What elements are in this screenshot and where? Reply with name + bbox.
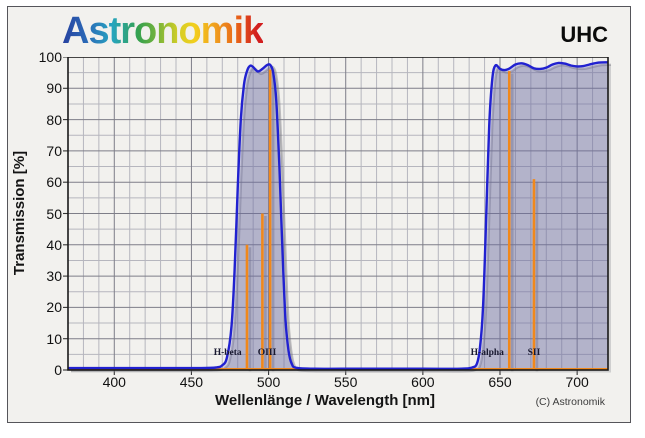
y-tick-label: 70 [46, 142, 62, 159]
x-tick-label: 600 [411, 374, 435, 390]
y-tick-label: 50 [46, 205, 62, 222]
x-axis-title: Wellenlänge / Wavelength [nm] [214, 392, 436, 409]
y-tick-label: 90 [46, 80, 62, 97]
y-tick-label: 20 [46, 299, 62, 316]
copyright-note: (C) Astronomik [535, 396, 605, 408]
y-tick-label: 40 [46, 236, 62, 253]
x-tick-label: 500 [256, 374, 281, 390]
y-tick-label: 10 [46, 330, 62, 347]
y-tick-label: 30 [46, 268, 62, 285]
y-tick-label: 0 [54, 362, 62, 378]
filter-model-label: UHC [560, 22, 608, 47]
transmission-chart: H-beta OIII H-alpha SII [63, 57, 612, 375]
x-tick-label: 400 [102, 374, 126, 390]
transmission-curve [68, 61, 609, 371]
y-tick-label: 100 [38, 49, 62, 65]
y-tick-label: 80 [46, 111, 62, 128]
x-tick-label: 650 [488, 374, 512, 390]
x-tick-label: 450 [179, 374, 204, 390]
annotation-h-alpha: H-alpha [471, 348, 505, 358]
annotation-sii: SII [528, 348, 541, 358]
astronomik-logo: Astronomik [62, 10, 264, 52]
y-tick-label: 60 [46, 174, 62, 191]
figure-panel [7, 6, 631, 423]
x-tick-label: 550 [334, 374, 358, 390]
x-tick-label: 700 [565, 374, 589, 390]
annotation-oiii: OIII [258, 348, 277, 358]
annotation-h-beta: H-beta [214, 348, 242, 358]
